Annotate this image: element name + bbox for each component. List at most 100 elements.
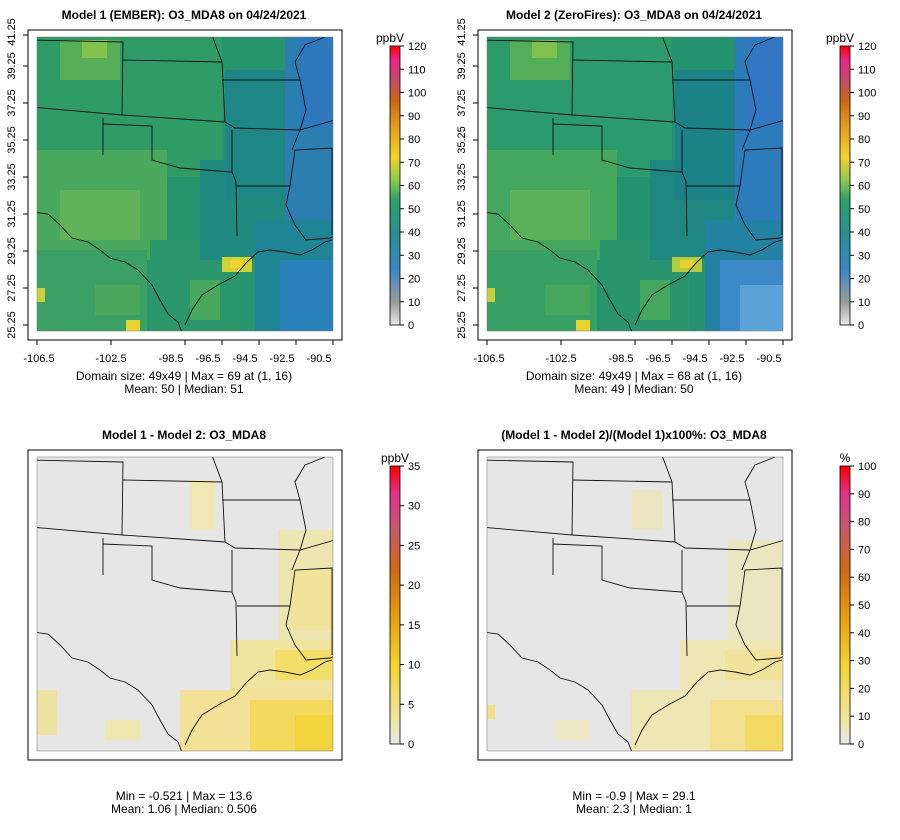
- state-boundaries: [37, 457, 333, 751]
- x-axis: [486, 339, 784, 345]
- colorbar-tick-label: 0: [858, 739, 864, 751]
- x-axis: [36, 339, 334, 345]
- colorbar-tick-label: 40: [408, 227, 420, 239]
- colorbar-tick-label: 0: [408, 320, 414, 332]
- x-tick-label: -98.5: [608, 353, 633, 365]
- ozone-field: [487, 37, 783, 331]
- state-boundaries: [37, 37, 333, 331]
- colorbar-tick-label: 120: [858, 41, 876, 53]
- y-tick-label: 37.25: [456, 89, 468, 117]
- x-tick-label: -90.5: [756, 353, 781, 365]
- colorbar-tick-label: 20: [858, 683, 870, 695]
- colorbar-tick-label: 40: [858, 628, 870, 640]
- colorbar-tick-label: 20: [408, 274, 420, 286]
- panel-title: Model 1 - Model 2: O3_MDA8: [102, 428, 266, 442]
- colorbar-unit-label: ppbV: [376, 31, 404, 45]
- y-tick-label: 39.25: [456, 52, 468, 80]
- panel-difference: Model 1 - Model 2: O3_MDA8: [27, 428, 420, 816]
- colorbar: ppbV 0 5 10 15 20 25 30 35: [381, 451, 420, 751]
- x-tick-label: -92.5: [719, 353, 744, 365]
- y-tick-label: 33.25: [456, 163, 468, 191]
- colorbar-unit-label: ppbV: [826, 31, 854, 45]
- colorbar-tick-label: 90: [858, 489, 870, 501]
- y-axis: [473, 34, 479, 331]
- stats-caption: Mean: 50 | Median: 51: [124, 382, 244, 396]
- colorbar-tick-label: 110: [408, 64, 426, 76]
- colorbar-tick-label: 10: [858, 711, 870, 723]
- y-tick-label: 39.25: [6, 52, 18, 80]
- y-tick-label: 25.25: [6, 311, 18, 339]
- colorbar-tick-label: 30: [858, 250, 870, 262]
- stats-caption: Mean: 1.06 | Median: 0.506: [111, 802, 257, 816]
- colorbar-tick-label: 30: [408, 501, 420, 513]
- colorbar-tick-label: 15: [408, 620, 420, 632]
- colorbar-tick-label: 0: [858, 320, 864, 332]
- colorbar-tick-label: 60: [858, 181, 870, 193]
- y-tick-label: 27.25: [6, 274, 18, 302]
- colorbar-tick-label: 30: [858, 656, 870, 668]
- colorbar-tick-label: 5: [408, 699, 414, 711]
- colorbar: ppbV 0 10 20 30 40 50 60 70 80 90 100 110 120: [826, 31, 876, 332]
- colorbar-tick-label: 50: [408, 204, 420, 216]
- y-tick-label: 33.25: [6, 163, 18, 191]
- panel-model2: Model 2 (ZeroFires): O3_MDA8 on 04/24/20…: [456, 8, 876, 396]
- panel-title: Model 2 (ZeroFires): O3_MDA8 on 04/24/20…: [506, 8, 762, 22]
- colorbar-tick-label: 10: [408, 660, 420, 672]
- colorbar-tick-label: 25: [408, 540, 420, 552]
- x-tick-label: -94.5: [682, 353, 707, 365]
- x-tick-label: -90.5: [306, 353, 331, 365]
- colorbar-tick-label: 70: [408, 157, 420, 169]
- colorbar-tick-label: 20: [408, 580, 420, 592]
- plot-frame: [27, 449, 343, 761]
- stats-caption: Min = -0.9 | Max = 29.1: [572, 789, 696, 803]
- colorbar-tick-label: 110: [858, 64, 876, 76]
- colorbar-tick-label: 60: [858, 572, 870, 584]
- colorbar-tick-label: 80: [408, 134, 420, 146]
- y-axis: [23, 34, 29, 331]
- stats-caption: Min = -0.521 | Max = 13.6: [116, 789, 253, 803]
- colorbar: ppbV 0 10 20 30 40 50 60 70 80 90 100 110 120: [376, 31, 426, 332]
- y-tick-label: 35.25: [6, 126, 18, 154]
- colorbar-tick-label: 35: [408, 461, 420, 473]
- colorbar-tick-label: 100: [858, 88, 876, 100]
- panel-title: Model 1 (EMBER): O3_MDA8 on 04/24/2021: [62, 8, 307, 22]
- colorbar-unit-label: %: [840, 451, 851, 465]
- colorbar-tick-label: 70: [858, 544, 870, 556]
- colorbar-tick-label: 100: [858, 461, 876, 473]
- colorbar-tick-label: 70: [858, 157, 870, 169]
- x-tick-label: -98.5: [158, 353, 183, 365]
- y-tick-label: 25.25: [456, 311, 468, 339]
- x-tick-label: -94.5: [232, 353, 257, 365]
- colorbar-tick-label: 10: [408, 297, 420, 309]
- y-tick-label: 41.25: [456, 18, 468, 46]
- x-tick-label: -106.5: [23, 353, 54, 365]
- plot-frame: [477, 449, 793, 761]
- colorbar-tick-label: 120: [408, 41, 426, 53]
- y-tick-label: 35.25: [456, 126, 468, 154]
- y-tick-label: 27.25: [456, 274, 468, 302]
- colorbar: % 0 10 20 30 40 50 60 70 80 90 100: [839, 451, 876, 751]
- stats-caption: Mean: 2.3 | Median: 1: [576, 802, 692, 816]
- x-tick-label: -102.5: [545, 353, 576, 365]
- colorbar-tick-label: 0: [408, 739, 414, 751]
- x-tick-label: -102.5: [95, 353, 126, 365]
- colorbar-tick-label: 100: [408, 88, 426, 100]
- colorbar-unit-label: ppbV: [381, 451, 409, 465]
- x-tick-label: -92.5: [269, 353, 294, 365]
- y-tick-label: 41.25: [6, 18, 18, 46]
- colorbar-tick-label: 80: [858, 134, 870, 146]
- colorbar-tick-label: 30: [408, 250, 420, 262]
- colorbar-tick-label: 20: [858, 274, 870, 286]
- ozone-field: [37, 37, 333, 331]
- percent-difference-field: [487, 457, 783, 751]
- x-tick-label: -96.5: [645, 353, 670, 365]
- state-boundaries: [487, 457, 783, 751]
- stats-caption: Domain size: 49x49 | Max = 69 at (1, 16): [76, 369, 292, 383]
- panel-model1: Model 1 (EMBER): O3_MDA8 on 04/24/2021: [6, 8, 426, 396]
- y-tick-label: 29.25: [6, 237, 18, 265]
- panel-title: (Model 1 - Model 2)/(Model 1)x100%: O3_M…: [501, 428, 767, 442]
- x-tick-label: -96.5: [195, 353, 220, 365]
- colorbar-tick-label: 80: [858, 517, 870, 529]
- stats-caption: Domain size: 49x49 | Max = 68 at (1, 16): [526, 369, 742, 383]
